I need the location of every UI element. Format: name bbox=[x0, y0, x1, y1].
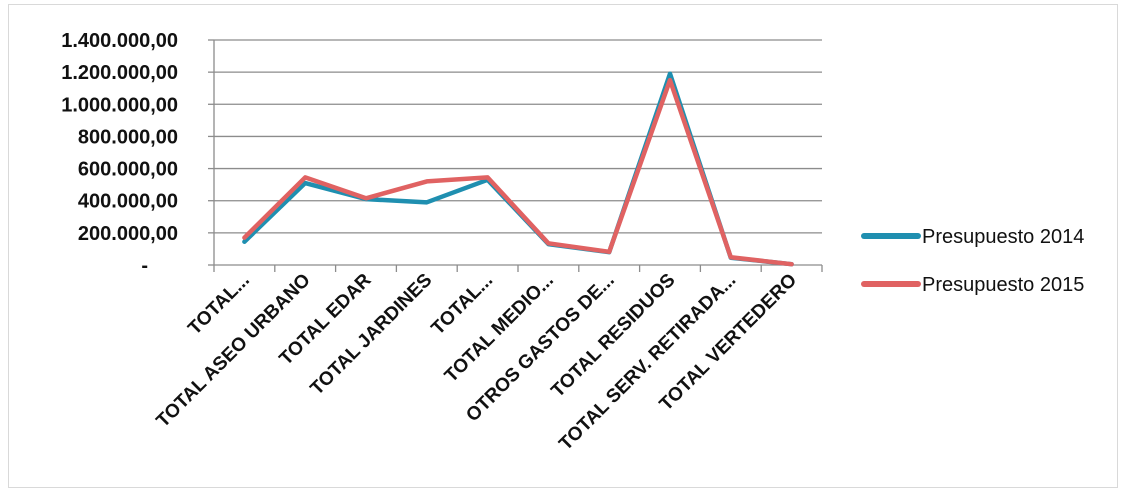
y-tick-label: 1.200.000,00 bbox=[61, 62, 178, 84]
y-tick-label: 400.000,00 bbox=[78, 191, 178, 213]
series-lines bbox=[242, 71, 794, 267]
y-tick-label: 1.000.000,00 bbox=[61, 94, 178, 116]
y-tick-label: 1.400.000,00 bbox=[61, 30, 178, 52]
y-tick-label: - bbox=[141, 255, 148, 277]
chart-frame bbox=[8, 4, 1118, 488]
y-tick-label: 600.000,00 bbox=[78, 159, 178, 181]
legend-label: Presupuesto 2015 bbox=[922, 274, 1084, 296]
gridlines bbox=[214, 39, 822, 234]
x-tick-label: TOTAL MEDIO... bbox=[441, 270, 558, 387]
x-tick-label: TOTAL JARDINES bbox=[307, 270, 437, 400]
y-tick-label: 800.000,00 bbox=[78, 126, 178, 148]
series-line-presupuesto-2015 bbox=[242, 77, 794, 267]
y-tick-label: 200.000,00 bbox=[78, 223, 178, 245]
legend-label: Presupuesto 2014 bbox=[922, 226, 1084, 248]
y-tick-labels: - 200.000,00 400.000,00 600.000,00 800.000,0… bbox=[61, 30, 178, 277]
axes bbox=[208, 39, 823, 272]
legend: Presupuesto 2014 Presupuesto 2015 bbox=[861, 226, 1084, 296]
